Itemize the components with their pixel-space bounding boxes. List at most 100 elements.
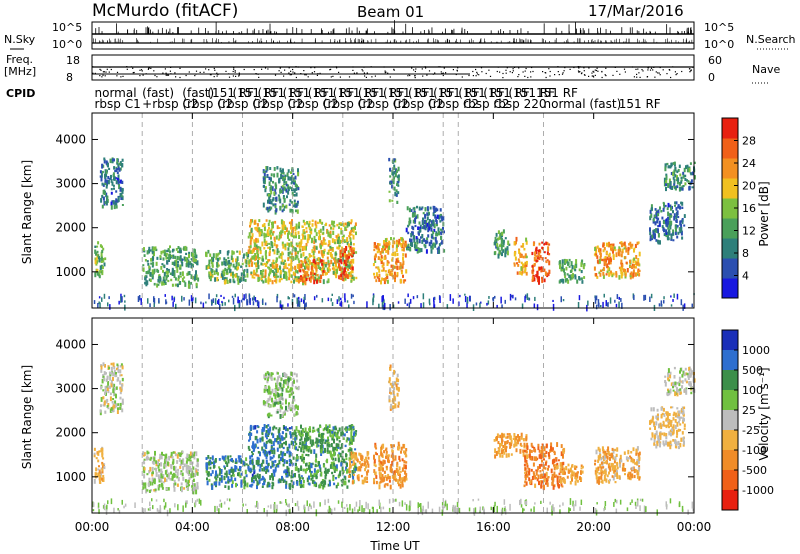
echo-pixel <box>388 157 391 162</box>
echo-pixel <box>117 177 119 183</box>
echo-pixel <box>330 461 333 466</box>
echo-pixel <box>110 362 113 366</box>
echo-pixel <box>674 230 677 236</box>
echo-pixel <box>163 251 166 256</box>
echo-pixel <box>251 454 253 458</box>
echo-pixel <box>432 237 435 240</box>
echo-pixel <box>273 271 276 276</box>
nave-point <box>208 69 210 71</box>
echo-pixel <box>433 223 436 229</box>
echo-pixel <box>311 479 314 484</box>
echo-pixel <box>684 174 687 178</box>
echo-pixel <box>354 225 356 230</box>
nave-point <box>434 72 436 74</box>
echo-pixel <box>412 235 415 240</box>
echo-pixel <box>271 269 274 273</box>
echo-pixel <box>531 276 534 281</box>
echo-pixel <box>293 279 295 284</box>
echo-pixel <box>349 246 352 249</box>
echo-pixel <box>300 253 303 258</box>
nave-point <box>488 69 490 71</box>
echo-pixel <box>300 260 303 263</box>
echo-pixel <box>227 476 230 481</box>
echo-pixel <box>103 159 106 164</box>
nave-point <box>414 77 416 79</box>
nave-point <box>592 70 594 72</box>
echo-pixel <box>98 274 101 279</box>
echo-pixel <box>282 176 285 181</box>
nave-point <box>238 72 240 74</box>
colorbar-tick-label: 28 <box>742 135 756 148</box>
echo-pixel <box>629 244 632 248</box>
echo-pixel <box>349 253 352 256</box>
echo-pixel <box>593 266 596 271</box>
echo-pixel <box>407 231 410 235</box>
echo-pixel <box>352 234 355 240</box>
echo-pixel <box>208 461 211 466</box>
echo-pixel <box>329 464 332 469</box>
echo-pixel <box>211 264 214 268</box>
echo-pixel <box>278 178 281 184</box>
echo-pixel <box>270 440 273 445</box>
echo-pixel <box>190 473 193 479</box>
echo-pixel <box>291 474 294 478</box>
echo-pixel <box>525 271 528 276</box>
echo-pixel <box>113 166 116 170</box>
echo-pixel <box>263 275 266 278</box>
echo-pixel <box>298 243 301 249</box>
echo-pixel <box>416 249 419 254</box>
echo-pixel <box>393 186 396 191</box>
echo-pixel <box>441 240 444 245</box>
nave-point <box>561 73 564 75</box>
echo-pixel <box>286 451 289 454</box>
nave-point <box>588 75 590 77</box>
nave-point <box>672 66 674 68</box>
ground-scatter-pixel <box>300 298 303 303</box>
echo-pixel <box>286 465 289 470</box>
echo-pixel <box>270 200 273 205</box>
echo-pixel <box>235 482 237 488</box>
ground-scatter-pixel <box>276 293 279 299</box>
echo-pixel <box>292 441 294 445</box>
echo-pixel <box>439 220 442 223</box>
echo-pixel <box>415 244 418 250</box>
echo-pixel <box>668 220 671 225</box>
echo-pixel <box>180 487 183 493</box>
echo-pixel <box>396 274 399 278</box>
echo-pixel <box>396 175 399 179</box>
nave-point <box>336 67 338 69</box>
echo-pixel <box>263 234 266 239</box>
echo-pixel <box>393 176 395 180</box>
power-echoes <box>93 157 696 312</box>
nave-point <box>319 72 321 74</box>
echo-pixel <box>102 463 104 469</box>
echo-pixel <box>355 276 358 280</box>
nsky-trace <box>91 20 694 44</box>
echo-pixel <box>679 173 682 177</box>
echo-pixel <box>423 225 426 230</box>
echo-pixel <box>664 204 667 207</box>
echo-pixel <box>563 262 566 265</box>
echo-pixel <box>300 436 303 441</box>
echo-pixel <box>567 279 570 284</box>
echo-pixel <box>336 436 339 441</box>
nave-point <box>110 68 112 71</box>
echo-pixel <box>144 259 147 262</box>
echo-pixel <box>269 230 272 235</box>
echo-pixel <box>502 239 505 243</box>
echo-pixel <box>424 207 427 212</box>
echo-pixel <box>274 466 277 472</box>
nave-point <box>165 74 167 76</box>
echo-pixel <box>241 262 244 266</box>
nave-point <box>216 72 218 74</box>
echo-pixel <box>315 246 318 250</box>
echo-pixel <box>573 265 576 271</box>
echo-pixel <box>290 441 293 446</box>
echo-pixel <box>344 222 347 226</box>
echo-pixel <box>545 261 548 264</box>
echo-pixel <box>166 474 169 478</box>
echo-pixel <box>669 185 672 189</box>
echo-pixel <box>663 177 666 183</box>
echo-pixel <box>229 268 232 273</box>
echo-pixel <box>327 243 330 247</box>
